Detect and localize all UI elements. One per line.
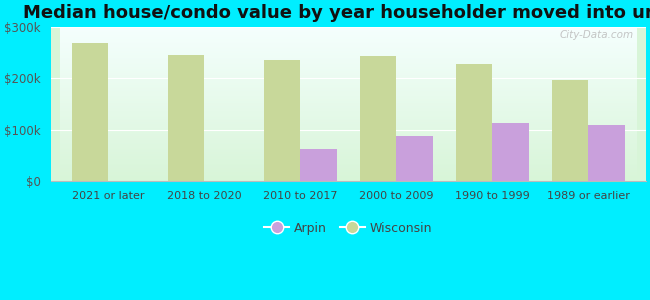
- Bar: [300, 149, 337, 181]
- Text: City-Data.com: City-Data.com: [560, 30, 634, 40]
- Bar: [552, 80, 588, 181]
- Bar: [72, 43, 108, 181]
- Bar: [168, 55, 204, 181]
- Bar: [588, 125, 625, 181]
- Bar: [456, 64, 492, 181]
- Title: Median house/condo value by year householder moved into unit: Median house/condo value by year househo…: [23, 4, 650, 22]
- Bar: [396, 136, 433, 181]
- Bar: [492, 123, 528, 181]
- Legend: Arpin, Wisconsin: Arpin, Wisconsin: [259, 217, 437, 240]
- Bar: [359, 56, 396, 181]
- Bar: [264, 60, 300, 181]
